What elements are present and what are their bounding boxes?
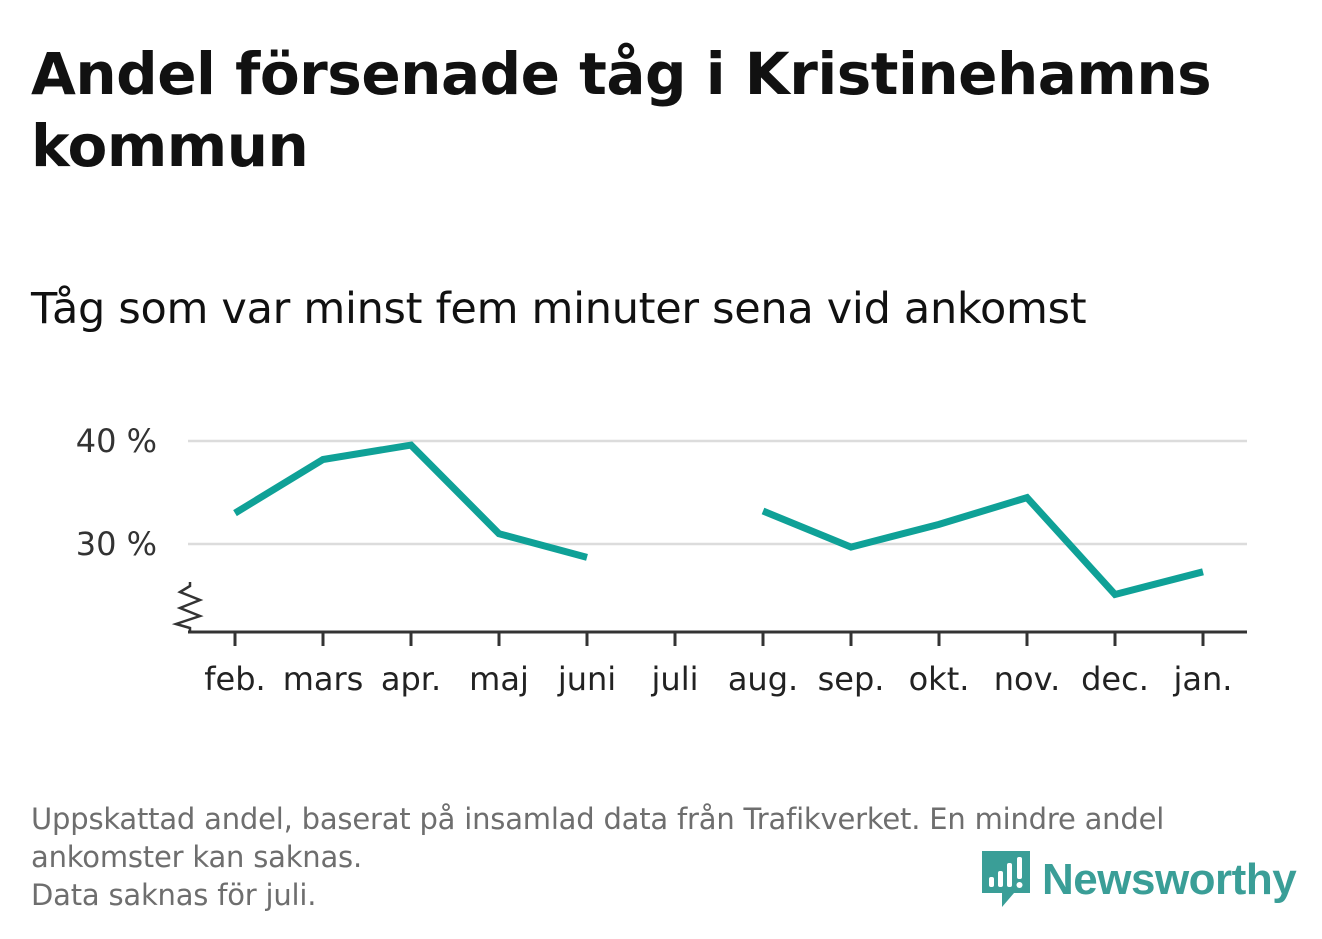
brand-logo: Newsworthy [980, 848, 1297, 912]
footnote-line: Uppskattad andel, baserat på insamlad da… [31, 802, 1165, 836]
x-tick-label: sep. [818, 660, 885, 698]
y-tick-label: 30 % [76, 525, 157, 563]
series-line-segment [233, 441, 588, 561]
y-tick-label: 40 % [76, 422, 157, 460]
brand-name: Newsworthy [1042, 855, 1297, 904]
series-lines [233, 441, 1204, 599]
x-tick-label: okt. [909, 660, 970, 698]
footnote-line: Data saknas för juli. [31, 878, 317, 912]
x-tick-label: juni [557, 660, 616, 698]
x-tick-label: feb. [204, 660, 265, 698]
x-tick-label: maj [469, 660, 529, 698]
footnote-line: ankomster kan saknas. [31, 840, 362, 874]
x-tick-label: nov. [994, 660, 1060, 698]
x-tick-label: dec. [1081, 660, 1149, 698]
series-line-segment [761, 493, 1204, 599]
newsworthy-logo-icon [982, 851, 1030, 907]
x-tick-label: juli [651, 660, 699, 698]
chart-subtitle: Tåg som var minst fem minuter sena vid a… [31, 284, 1087, 334]
footnote: Uppskattad andel, baserat på insamlad da… [31, 800, 1291, 914]
y-axis-ticks: 30 % 40 % [76, 422, 157, 563]
x-tick-label: apr. [381, 660, 441, 698]
x-tick-label: jan. [1173, 660, 1233, 698]
axis-break-icon [171, 582, 204, 632]
x-tick-label: mars [283, 660, 364, 698]
chart-title: Andel försenade tåg i Kristinehamns komm… [31, 40, 1212, 180]
x-axis-ticks: feb. mars apr. maj juni juli aug. sep. okt. nov. d… [204, 632, 1232, 698]
x-tick-label: aug. [728, 660, 798, 698]
